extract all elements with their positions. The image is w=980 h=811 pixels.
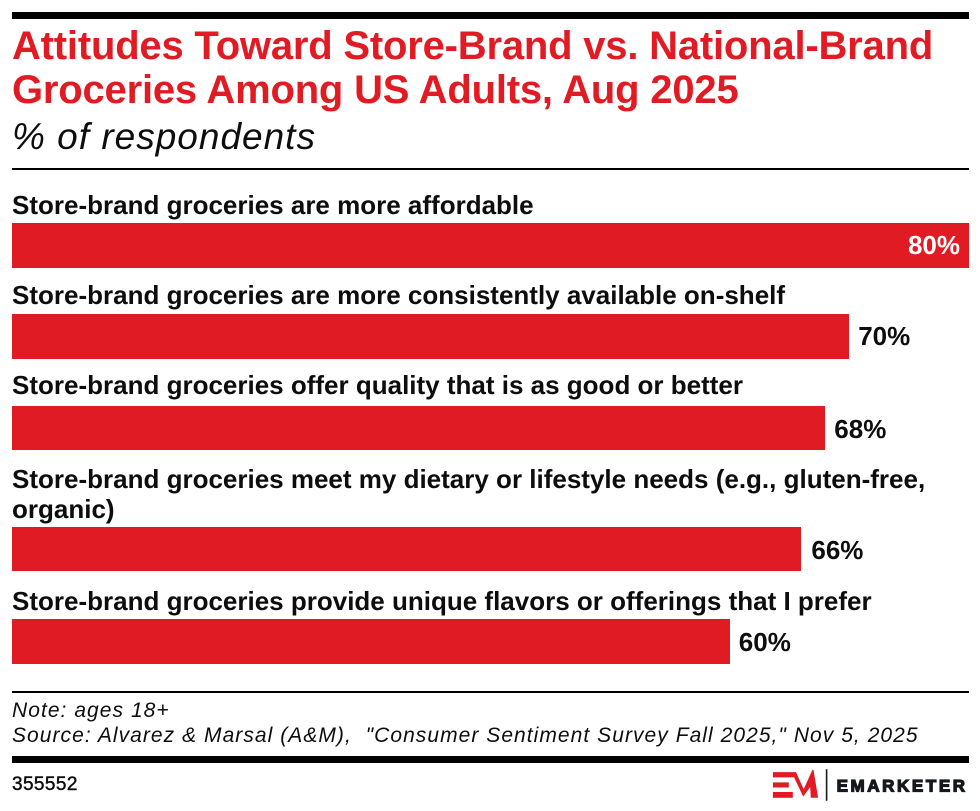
- svg-text:EMARKETER: EMARKETER: [837, 776, 968, 795]
